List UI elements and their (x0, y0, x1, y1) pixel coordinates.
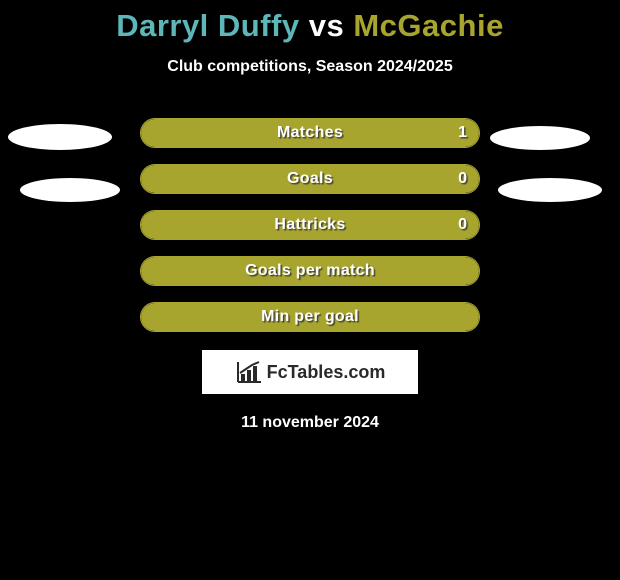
stat-label: Matches (141, 124, 479, 142)
stat-value: 1 (458, 124, 467, 142)
stat-value: 0 (458, 170, 467, 188)
vs-text: vs (309, 8, 344, 43)
logo-container: FcTables.com (202, 350, 418, 394)
stat-bar: Matches1 (140, 118, 480, 148)
stat-row: Goals0 (0, 164, 620, 194)
footer-date: 11 november 2024 (0, 414, 620, 432)
stat-bar: Min per goal (140, 302, 480, 332)
stat-row: Matches1 (0, 118, 620, 148)
logo-text: FcTables.com (267, 362, 386, 383)
stat-label: Goals per match (141, 262, 479, 280)
stat-bar: Goals per match (140, 256, 480, 286)
player1-name: Darryl Duffy (116, 8, 299, 43)
player2-name: McGachie (353, 8, 503, 43)
comparison-title: Darryl Duffy vs McGachie (0, 0, 620, 44)
stat-rows: Matches1Goals0Hattricks0Goals per matchM… (0, 118, 620, 332)
stat-row: Min per goal (0, 302, 620, 332)
stat-bar: Goals0 (140, 164, 480, 194)
stat-label: Min per goal (141, 308, 479, 326)
stat-row: Hattricks0 (0, 210, 620, 240)
chart-icon (235, 360, 263, 384)
stat-bar: Hattricks0 (140, 210, 480, 240)
stat-label: Goals (141, 170, 479, 188)
comparison-subtitle: Club competitions, Season 2024/2025 (0, 58, 620, 76)
stat-value: 0 (458, 216, 467, 234)
stat-label: Hattricks (141, 216, 479, 234)
stat-row: Goals per match (0, 256, 620, 286)
